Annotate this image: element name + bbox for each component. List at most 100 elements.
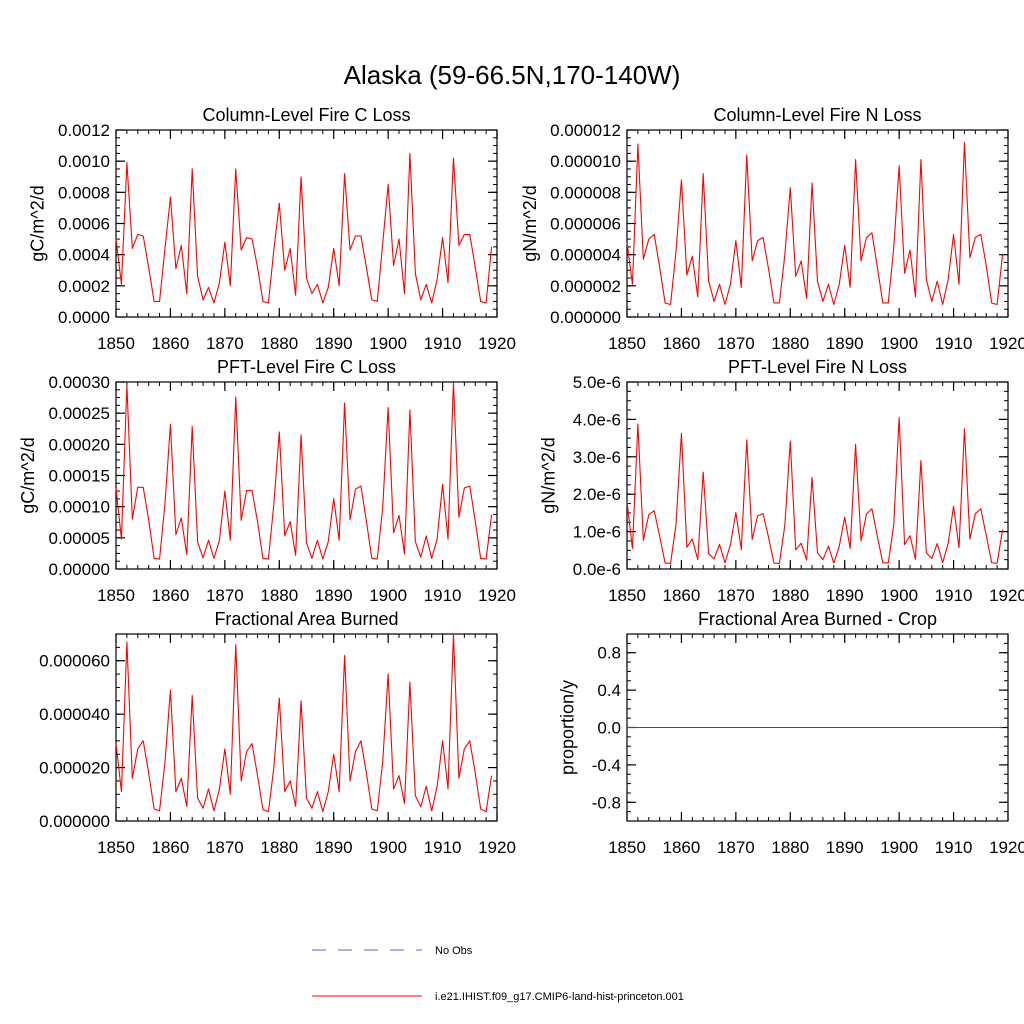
x-tick-label: 1880 xyxy=(260,334,298,353)
x-tick-label: 1870 xyxy=(206,586,244,605)
x-tick-label: 1870 xyxy=(717,586,755,605)
x-tick-label: 1890 xyxy=(315,838,353,857)
x-tick-label: 1910 xyxy=(424,334,462,353)
x-tick-label: 1920 xyxy=(478,334,516,353)
panel-3: 1850 1860 1870 1880 1890 1900 1910 1920 0.00000 0… xyxy=(18,357,516,605)
panel-title: Fractional Area Burned - Crop xyxy=(698,609,937,629)
y-tick-label: 0.0008 xyxy=(58,183,110,202)
panels: 1850 1860 1870 1880 1890 1900 1910 1920 0.0000 0.… xyxy=(18,105,1024,857)
y-tick-label: 0.000040 xyxy=(39,705,110,724)
figure-title: Alaska (59-66.5N,170-140W) xyxy=(344,60,681,90)
x-tick-label: 1910 xyxy=(424,586,462,605)
y-tick-label: 0.00030 xyxy=(49,373,110,392)
y-tick-label: 0.000020 xyxy=(39,759,110,778)
y-tick-label: 0.000012 xyxy=(550,121,621,140)
y-tick-label: 1.0e-6 xyxy=(573,523,621,542)
series-line xyxy=(115,382,493,560)
y-axis-label: gN/m^2/d xyxy=(520,185,540,261)
y-tick-label: 0.0e-6 xyxy=(573,560,621,579)
legend-label: No Obs xyxy=(435,945,473,957)
y-tick-label: 0.000008 xyxy=(550,183,621,202)
x-tick-label: 1910 xyxy=(935,334,973,353)
legend-label: i.e21.IHIST.f09_g17.CMIP6-land-hist-prin… xyxy=(435,991,684,1003)
y-tick-label: 4.0e-6 xyxy=(573,410,621,429)
y-tick-label: -0.8 xyxy=(592,793,621,812)
y-tick-label: 0.000006 xyxy=(550,215,621,234)
x-tick-label: 1910 xyxy=(424,838,462,857)
y-axis-label: proportion/y xyxy=(557,680,577,775)
plot-frame xyxy=(115,129,498,318)
y-tick-label: 0.000004 xyxy=(550,246,621,265)
y-tick-label: 0.00010 xyxy=(49,498,110,517)
x-tick-label: 1850 xyxy=(608,586,646,605)
x-tick-label: 1860 xyxy=(152,334,190,353)
panel-1: 1850 1860 1870 1880 1890 1900 1910 1920 0.0000 0.… xyxy=(28,105,516,353)
x-tick-label: 1870 xyxy=(206,838,244,857)
y-tick-label: 0.0 xyxy=(597,719,621,738)
legend: No Obs i.e21.IHIST.f09_g17.CMIP6-land-his… xyxy=(312,945,684,1003)
plot-frame xyxy=(626,381,1009,570)
panel-4: 1850 1860 1870 1880 1890 1900 1910 1920 0.0e-6 1.… xyxy=(539,357,1024,605)
panel-title: PFT-Level Fire C Loss xyxy=(217,357,396,377)
x-tick-label: 1900 xyxy=(880,838,918,857)
panel-title: Column-Level Fire C Loss xyxy=(202,105,410,125)
panel-5: 1850 1860 1870 1880 1890 1900 1910 1920 0.000000… xyxy=(39,609,516,857)
series-line xyxy=(626,416,1004,564)
x-tick-label: 1880 xyxy=(771,334,809,353)
x-tick-label: 1860 xyxy=(152,838,190,857)
x-tick-label: 1890 xyxy=(826,838,864,857)
y-axis-label: gN/m^2/d xyxy=(539,437,559,513)
x-tick-label: 1860 xyxy=(663,334,701,353)
y-tick-label: 0.000000 xyxy=(39,812,110,831)
x-tick-label: 1920 xyxy=(478,586,516,605)
x-tick-label: 1850 xyxy=(97,334,135,353)
series-line xyxy=(115,633,493,813)
y-tick-label: 0.00015 xyxy=(49,467,110,486)
x-tick-label: 1880 xyxy=(260,586,298,605)
y-tick-label: 0.8 xyxy=(597,644,621,663)
x-tick-label: 1900 xyxy=(369,838,407,857)
x-tick-label: 1850 xyxy=(608,838,646,857)
x-tick-label: 1870 xyxy=(717,334,755,353)
panel-2: 1850 1860 1870 1880 1890 1900 1910 1920 0.000000… xyxy=(520,105,1024,353)
y-tick-label: 0.0012 xyxy=(58,121,110,140)
x-tick-label: 1890 xyxy=(826,586,864,605)
x-tick-label: 1850 xyxy=(97,838,135,857)
x-tick-label: 1920 xyxy=(989,838,1024,857)
x-tick-label: 1900 xyxy=(369,334,407,353)
x-tick-label: 1860 xyxy=(152,586,190,605)
x-tick-label: 1850 xyxy=(97,586,135,605)
y-axis-label: gC/m^2/d xyxy=(28,185,48,261)
y-tick-label: 0.000002 xyxy=(550,277,621,296)
panel-6: 1850 1860 1870 1880 1890 1900 1910 1920 -0.8 -0.4… xyxy=(557,609,1024,857)
x-tick-label: 1910 xyxy=(935,586,973,605)
x-tick-label: 1890 xyxy=(315,334,353,353)
x-tick-label: 1920 xyxy=(989,586,1024,605)
x-tick-label: 1920 xyxy=(989,334,1024,353)
panel-title: Fractional Area Burned xyxy=(214,609,398,629)
x-tick-label: 1860 xyxy=(663,838,701,857)
y-tick-label: 2.0e-6 xyxy=(573,485,621,504)
x-tick-label: 1910 xyxy=(935,838,973,857)
panel-title: PFT-Level Fire N Loss xyxy=(728,357,907,377)
y-tick-label: 0.0006 xyxy=(58,215,110,234)
y-tick-label: 0.000000 xyxy=(550,308,621,327)
y-tick-label: 0.000010 xyxy=(550,152,621,171)
x-tick-label: 1900 xyxy=(880,334,918,353)
y-tick-label: 0.0002 xyxy=(58,277,110,296)
y-tick-label: 0.00025 xyxy=(49,404,110,423)
x-tick-label: 1870 xyxy=(717,838,755,857)
x-tick-label: 1890 xyxy=(826,334,864,353)
series-line xyxy=(115,152,493,304)
y-tick-label: 0.4 xyxy=(597,681,621,700)
y-tick-label: 0.0000 xyxy=(58,308,110,327)
x-tick-label: 1850 xyxy=(608,334,646,353)
x-tick-label: 1880 xyxy=(260,838,298,857)
panel-title: Column-Level Fire N Loss xyxy=(713,105,921,125)
x-tick-label: 1880 xyxy=(771,586,809,605)
y-tick-label: 0.0010 xyxy=(58,152,110,171)
x-tick-label: 1870 xyxy=(206,334,244,353)
x-tick-label: 1860 xyxy=(663,586,701,605)
x-tick-label: 1890 xyxy=(315,586,353,605)
